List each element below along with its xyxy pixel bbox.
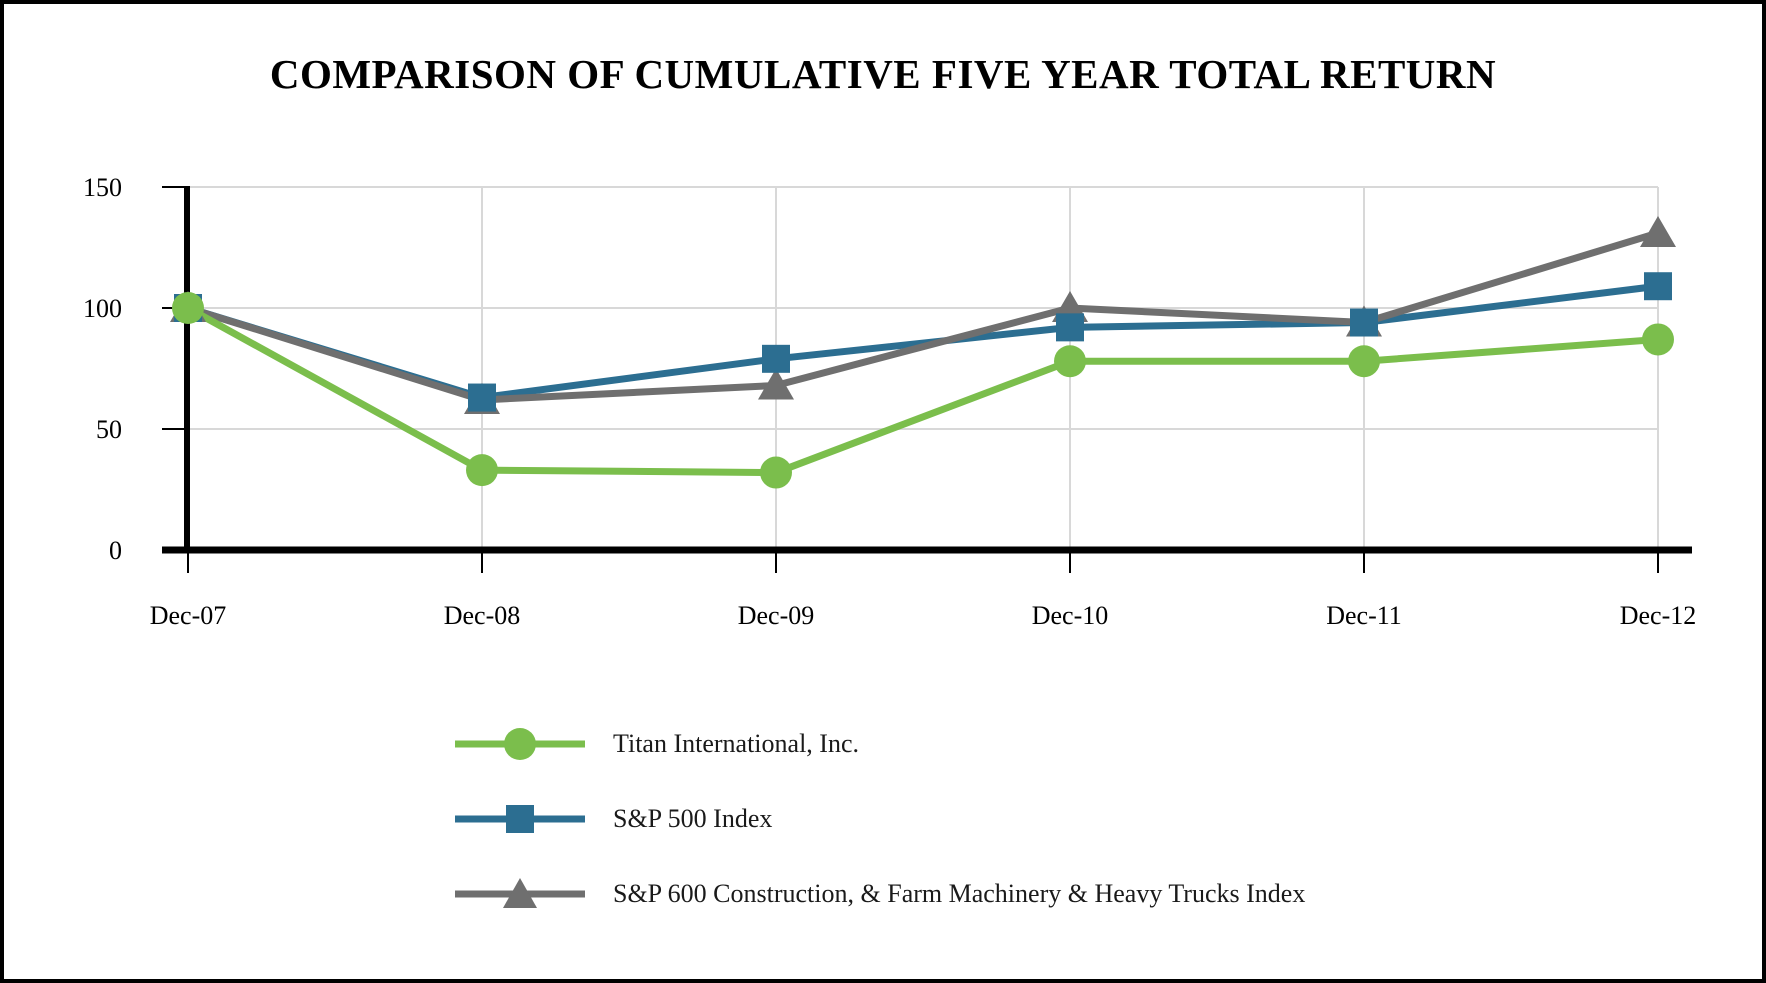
legend-label-sp500: S&P 500 Index: [613, 804, 773, 833]
legend-item-sp600: S&P 600 Construction, & Farm Machinery &…: [455, 872, 1305, 916]
y-axis-label: 100: [83, 294, 122, 323]
x-axis-label: Dec-09: [738, 601, 815, 630]
legend-label-titan: Titan International, Inc.: [613, 729, 859, 758]
legend-label-sp600: S&P 600 Construction, & Farm Machinery &…: [613, 879, 1306, 908]
data-point-marker: [762, 344, 790, 373]
y-axis-label: 150: [83, 173, 122, 202]
data-point-marker: [758, 368, 794, 400]
legend-item-titan: Titan International, Inc.: [455, 722, 1305, 766]
data-point-marker: [172, 292, 204, 324]
x-axis-label: Dec-12: [1620, 601, 1697, 630]
data-point-marker: [1644, 272, 1672, 301]
series-line-0: [186, 304, 1659, 477]
sp600-series-swatch-icon: [455, 878, 585, 908]
x-axis-label: Dec-11: [1326, 601, 1402, 630]
series-line-2: [186, 229, 1660, 404]
x-axis-label: Dec-07: [150, 601, 227, 630]
data-point-marker: [1348, 345, 1380, 378]
data-point-marker: [1350, 308, 1378, 337]
chart-title: COMPARISON OF CUMULATIVE FIVE YEAR TOTAL…: [269, 51, 1497, 97]
data-point-marker: [1056, 313, 1084, 342]
data-point-marker: [1054, 345, 1086, 378]
y-axis-label: 0: [109, 536, 122, 565]
data-point-marker: [468, 383, 496, 412]
y-axis-label: 50: [96, 415, 122, 444]
titan-series-swatch-icon: [455, 728, 585, 760]
data-point-marker: [1642, 323, 1674, 356]
sp500-series-swatch-icon: [455, 805, 585, 833]
legend-item-sp500: S&P 500 Index: [455, 797, 1305, 841]
data-point-marker: [466, 454, 498, 487]
x-axis-label: Dec-10: [1032, 601, 1109, 630]
x-axis-label: Dec-08: [444, 601, 521, 630]
data-point-marker: [1640, 215, 1676, 247]
data-point-marker: [760, 456, 792, 489]
chart-legend: Titan International, Inc. S&P 500 Index …: [455, 722, 1305, 947]
